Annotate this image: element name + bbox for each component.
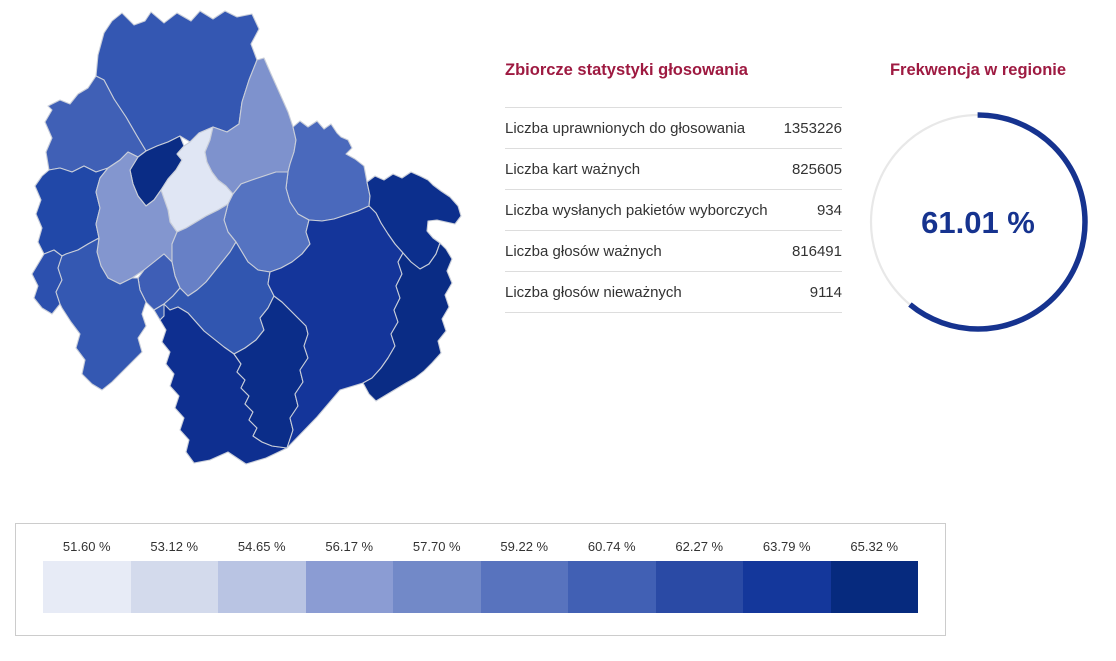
- legend-label: 54.65 %: [237, 539, 286, 554]
- legend-swatch: [480, 561, 568, 613]
- legend-label: 59.22 %: [500, 539, 549, 554]
- stats-row: Liczba wysłanych pakietów wyborczych 934: [505, 190, 842, 231]
- gauge-progress-arc: [868, 112, 1088, 332]
- legend-label: 60.74 %: [587, 539, 636, 554]
- stats-row-label: Liczba głosów ważnych: [505, 242, 662, 260]
- color-scale-legend: 51.60 % 53.12 % 54.65 % 56.17 % 57.70 % 59.22…: [15, 523, 946, 636]
- turnout-gauge: 61.01 %: [868, 112, 1088, 332]
- map-region-19[interactable]: [362, 242, 453, 402]
- stats-row-value: 825605: [791, 160, 842, 178]
- map-region-7[interactable]: [285, 120, 371, 222]
- legend-label: 56.17 %: [325, 539, 374, 554]
- stats-row-value: 934: [816, 201, 842, 219]
- map-region-18[interactable]: [267, 205, 404, 449]
- warsaw-districts-map-svg: [31, 10, 462, 465]
- map-region-14[interactable]: [55, 237, 147, 391]
- legend-swatch: [305, 561, 393, 613]
- legend-labels-row: 51.60 % 53.12 % 54.65 % 56.17 % 57.70 % 59.22…: [43, 539, 918, 554]
- legend-swatch: [568, 561, 656, 613]
- stats-row: Liczba głosów ważnych 816491: [505, 231, 842, 272]
- turnout-panel: Frekwencja w regionie 61.01 %: [867, 60, 1089, 333]
- legend-label: 63.79 %: [762, 539, 811, 554]
- stats-row: Liczba kart ważnych 825605: [505, 149, 842, 190]
- stats-table: Liczba uprawnionych do głosowania 1353226…: [505, 107, 842, 313]
- legend-label: 51.60 %: [62, 539, 111, 554]
- gauge-title: Frekwencja w regionie: [889, 61, 1067, 79]
- stats-row: Liczba uprawnionych do głosowania 1353226: [505, 108, 842, 149]
- legend-label: 62.27 %: [675, 539, 724, 554]
- gauge-value: 61.01 %: [921, 205, 1035, 240]
- stats-title: Zbiorcze statystyki głosowania: [505, 61, 748, 79]
- stats-row-label: Liczba głosów nieważnych: [505, 283, 682, 301]
- legend-swatches-row: [43, 561, 918, 613]
- region-choropleth-map: [0, 0, 470, 470]
- legend-label: 57.70 %: [412, 539, 461, 554]
- voting-statistics-panel: Zbiorcze statystyki głosowania Liczba up…: [505, 60, 842, 313]
- legend-swatch: [43, 561, 131, 613]
- stats-row-value: 9114: [809, 283, 842, 301]
- stats-row-label: Liczba wysłanych pakietów wyborczych: [505, 201, 768, 219]
- legend-swatch: [218, 561, 306, 613]
- legend-swatch: [743, 561, 831, 613]
- stats-row-label: Liczba kart ważnych: [505, 160, 641, 178]
- legend-swatch: [130, 561, 218, 613]
- legend-swatch: [393, 561, 481, 613]
- legend-swatch: [830, 561, 918, 613]
- legend-label: 65.32 %: [850, 539, 899, 554]
- stats-row-value: 816491: [791, 242, 842, 260]
- map-region-13[interactable]: [31, 249, 63, 315]
- stats-row-label: Liczba uprawnionych do głosowania: [505, 119, 746, 137]
- stats-row: Liczba głosów nieważnych 9114: [505, 272, 842, 313]
- stats-row-value: 1353226: [783, 119, 842, 137]
- legend-label: 53.12 %: [150, 539, 199, 554]
- legend-swatch: [655, 561, 743, 613]
